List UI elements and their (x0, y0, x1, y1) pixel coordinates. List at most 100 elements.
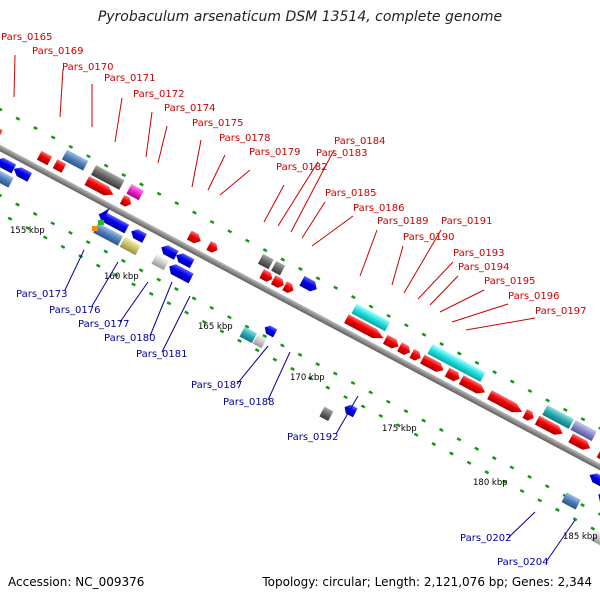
scale-tick (439, 342, 445, 347)
scale-tick (280, 343, 285, 348)
position-label: 185 kbp (563, 532, 598, 542)
scale-tick (156, 277, 162, 282)
scale-tick (484, 470, 490, 475)
gene-feature (282, 281, 294, 293)
accession-label: Accession: NC_009376 (8, 575, 145, 589)
scale-tick (32, 211, 38, 217)
gene-feature (534, 415, 563, 435)
gene-feature (131, 229, 147, 243)
position-label: 175 kbp (382, 424, 417, 434)
scale-tick (537, 498, 543, 503)
gene-feature (344, 314, 384, 339)
leader-line (277, 161, 319, 227)
scale-tick (297, 352, 303, 357)
scale-tick (85, 240, 91, 245)
scale-tick (227, 229, 233, 234)
leader-line (391, 245, 404, 286)
scale-tick (572, 517, 578, 522)
scale-tick (184, 310, 189, 315)
scale-tick (68, 230, 73, 235)
gene-label-reverse: Pars_0187 (191, 380, 242, 391)
gene-feature (98, 212, 130, 234)
leader-line (403, 229, 442, 294)
scale-tick (280, 257, 286, 262)
gene-label-forward: Pars_0184 (334, 136, 385, 147)
gene-feature (0, 157, 17, 174)
scale-tick (174, 201, 180, 206)
gene-label-forward: Pars_0189 (377, 216, 428, 227)
scale-tick (350, 380, 356, 386)
scale-tick (262, 248, 268, 253)
scale-tick (113, 273, 119, 278)
gene-label-forward: Pars_0179 (249, 147, 300, 158)
leader-line (545, 519, 576, 563)
scale-tick (298, 266, 303, 271)
gene-label-reverse: Pars_0177 (78, 319, 129, 330)
scale-tick (262, 333, 268, 339)
gene-label-forward: Pars_0175 (192, 118, 243, 129)
gene-feature (570, 420, 597, 442)
gene-label-forward: Pars_0174 (164, 103, 215, 114)
position-label: 160 kbp (104, 272, 139, 282)
position-label: 170 kbp (290, 373, 325, 383)
leader-line (465, 317, 536, 331)
gene-feature (61, 149, 89, 171)
scale-tick (544, 484, 550, 489)
gene-label-forward: Pars_0197 (535, 306, 586, 317)
map-title: Pyrobaculum arsenaticum DSM 13514, compl… (97, 9, 503, 25)
gene-feature (319, 406, 334, 422)
gene-label-reverse: Pars_0204 (497, 557, 548, 568)
scale-tick (351, 295, 356, 300)
scale-tick (86, 154, 91, 159)
scale-tick (315, 362, 321, 367)
scale-tick (0, 193, 3, 198)
leader-line (301, 201, 326, 239)
scale-tick (333, 285, 339, 290)
gene-feature (299, 275, 317, 292)
scale-tick (396, 423, 401, 428)
scale-tick (509, 465, 515, 470)
scale-tick (95, 263, 101, 268)
reverse-strand-features (0, 157, 600, 547)
scale-tick (15, 202, 20, 207)
leader-line (311, 215, 354, 247)
gene-feature (186, 230, 201, 244)
scale-tick (290, 366, 295, 371)
scale-tick (527, 474, 532, 479)
gene-feature (13, 167, 33, 182)
gene-label-forward: Pars_0183 (316, 148, 367, 159)
scale-tick (368, 304, 374, 309)
scale-tick (103, 163, 109, 168)
gene-feature (270, 275, 284, 288)
gene-feature (0, 161, 14, 188)
gene-feature (351, 303, 391, 332)
leader-line (114, 97, 123, 143)
gene-label-forward: Pars_0170 (62, 62, 113, 73)
gene-label-reverse: Pars_0181 (136, 349, 187, 360)
scale-tick (403, 323, 409, 328)
scale-tick (421, 332, 427, 337)
gene-feature (522, 409, 534, 421)
scale-tick (519, 488, 525, 494)
gene-feature (176, 253, 195, 269)
scale-tick (60, 244, 66, 249)
gene-label-forward: Pars_0186 (353, 203, 404, 214)
gene-feature (93, 222, 124, 246)
scale-tick (386, 313, 392, 318)
gene-feature (382, 334, 399, 349)
scale-tick (209, 219, 215, 225)
scale-tick (597, 512, 600, 517)
gene-label-forward: Pars_0185 (325, 188, 376, 199)
gene-label-forward: Pars_0172 (133, 89, 184, 100)
scale-tick (121, 258, 126, 263)
position-label: 155 kbp (10, 226, 45, 236)
scale-tick (325, 385, 331, 390)
gene-label-forward: Pars_0165 (1, 32, 52, 43)
gene-feature (259, 269, 273, 282)
gene-label-forward: Pars_0169 (32, 46, 83, 57)
scale-tick (148, 291, 154, 296)
gene-feature (598, 492, 600, 507)
gene-feature (252, 333, 267, 349)
gene-feature (487, 390, 523, 413)
